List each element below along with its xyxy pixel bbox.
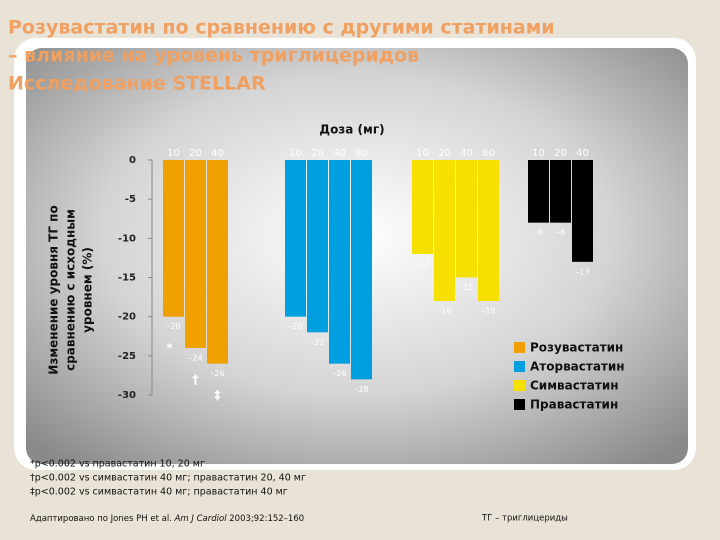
- dose-label: 40: [211, 148, 224, 159]
- value-label: –18: [437, 307, 451, 316]
- bar: [412, 160, 433, 254]
- annotation: ‡: [215, 388, 221, 402]
- dose-label: 20: [554, 148, 567, 159]
- value-label: –15: [459, 283, 473, 292]
- bar: [478, 160, 499, 301]
- x-axis-title: Доза (мг): [319, 123, 384, 137]
- value-label: –26: [210, 369, 224, 378]
- dose-label: 10: [167, 148, 180, 159]
- legend-label: Аторвастатин: [530, 360, 625, 374]
- bar: [351, 160, 372, 380]
- bar: [456, 160, 477, 278]
- dose-label: 20: [438, 148, 451, 159]
- bar: [185, 160, 206, 348]
- y-axis-title: Изменение уровня ТГ по: [47, 205, 61, 374]
- y-tick-label: -30: [118, 390, 136, 401]
- footnote: †p<0.002 vs симвастатин 40 мг; правастат…: [30, 473, 306, 484]
- annotation: *: [166, 341, 173, 355]
- dose-label: 20: [311, 148, 324, 159]
- value-label: –26: [332, 369, 346, 378]
- source-part: 2003;92:152–160: [227, 514, 305, 524]
- bar: [207, 160, 228, 364]
- dose-label: 80: [355, 148, 368, 159]
- dose-label: 10: [289, 148, 302, 159]
- value-label: –20: [166, 322, 180, 331]
- bar: [550, 160, 571, 223]
- bar: [163, 160, 184, 317]
- bar: [285, 160, 306, 317]
- abbreviation: ТГ – триглицериды: [481, 514, 568, 524]
- source-part: Am J Cardiol: [174, 514, 228, 524]
- y-tick-label: -5: [125, 194, 136, 205]
- title-line: Розувастатин по сравнению с другими стат…: [8, 17, 555, 39]
- value-label: –28: [354, 385, 368, 394]
- y-tick-label: -25: [118, 351, 136, 362]
- title-line: Исследование STELLAR: [8, 73, 266, 95]
- value-label: –24: [188, 354, 202, 363]
- annotation: †: [193, 373, 199, 387]
- bar: [329, 160, 350, 364]
- dose-label: 40: [333, 148, 346, 159]
- y-tick-label: -15: [118, 273, 136, 284]
- y-tick-label: -20: [118, 312, 136, 323]
- legend-swatch: [514, 361, 525, 372]
- source-part: Адаптировано по Jones PH et al.: [30, 514, 175, 524]
- dose-label: 40: [460, 148, 473, 159]
- dose-label: 10: [532, 148, 545, 159]
- dose-label: 40: [576, 148, 589, 159]
- legend-swatch: [514, 342, 525, 353]
- value-label: –8: [534, 228, 543, 237]
- footnote: ‡p<0.002 vs симвастатин 40 мг; правастат…: [30, 487, 288, 498]
- y-axis-title: сравнению с исходным: [64, 209, 78, 371]
- value-label: –20: [288, 322, 302, 331]
- bar: [434, 160, 455, 301]
- title-line: – влияние на уровень триглицеридов: [8, 45, 419, 67]
- y-tick-label: -10: [118, 233, 136, 244]
- bar: [307, 160, 328, 333]
- legend-label: Розувастатин: [530, 341, 623, 355]
- legend-swatch: [514, 399, 525, 410]
- dose-label: 80: [482, 148, 495, 159]
- footnote: *p<0.002 vs правастатин 10, 20 мг: [30, 459, 205, 470]
- source: Адаптировано по Jones PH et al. Am J Car…: [30, 514, 304, 524]
- bar: [528, 160, 549, 223]
- value-label: –12: [415, 260, 429, 269]
- y-axis-title: уровнем (%): [81, 247, 95, 333]
- dose-label: 20: [189, 148, 202, 159]
- value-label: –18: [481, 307, 495, 316]
- y-tick-label: 0: [129, 155, 136, 166]
- dose-label: 10: [416, 148, 429, 159]
- bar: [572, 160, 593, 262]
- value-label: –13: [575, 267, 589, 276]
- legend-label: Симвастатин: [530, 379, 619, 393]
- value-label: –8: [556, 228, 565, 237]
- legend-swatch: [514, 380, 525, 391]
- legend-label: Правастатин: [530, 398, 618, 412]
- value-label: –22: [310, 338, 324, 347]
